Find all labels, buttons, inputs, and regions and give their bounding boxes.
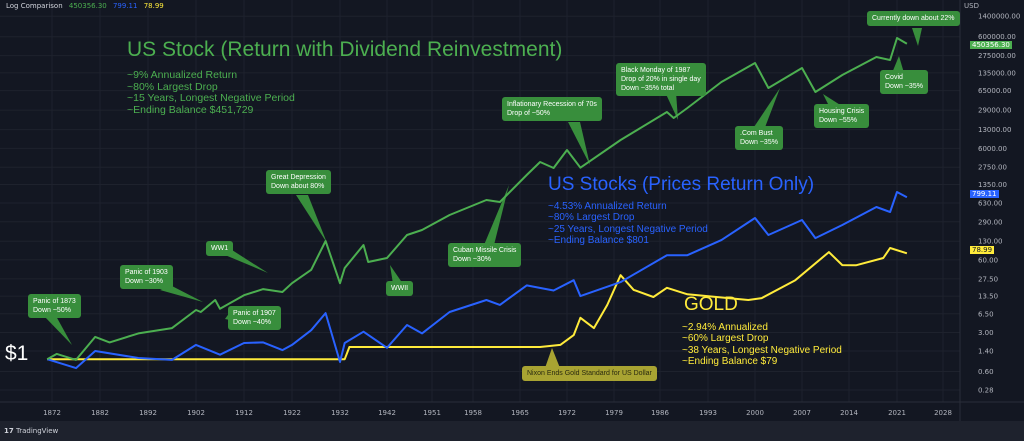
price-tick-label: 1350.00 bbox=[978, 181, 1007, 189]
note-pointer bbox=[44, 316, 72, 345]
note-current-drawdown: Currently down about 22% bbox=[867, 11, 960, 26]
legend-title: Log Comparison bbox=[6, 2, 63, 10]
time-tick-label: 1951 bbox=[423, 409, 441, 417]
price-axis[interactable]: 1400000.00 600000.00 275000.00 135000.00 650… bbox=[978, 13, 1020, 395]
last-price-price-return: 799.11 bbox=[970, 190, 999, 198]
price-tick-label: 600000.00 bbox=[978, 33, 1016, 41]
note-pointer bbox=[545, 348, 560, 368]
price-tick-label: 13000.00 bbox=[978, 126, 1011, 134]
last-price-total-return: 450356.30 bbox=[970, 41, 1012, 49]
gold-stats: ~2.94% Annualized ~60% Largest Drop ~38 … bbox=[682, 322, 842, 367]
time-tick-label: 2000 bbox=[746, 409, 764, 417]
price-tick-label: 135000.00 bbox=[978, 69, 1016, 77]
note-panic-1907: Panic of 1907 Down ~40% bbox=[228, 306, 281, 330]
last-price-gold: 78.99 bbox=[970, 246, 995, 254]
note-panic-1873: Panic of 1873 Down ~50% bbox=[28, 294, 81, 318]
total-return-title: US Stock (Return with Dividend Reinvestm… bbox=[127, 38, 563, 61]
note-ww2: WWII bbox=[386, 281, 414, 296]
price-tick-label: 27.50 bbox=[978, 275, 998, 283]
legend-value-gold: 78.99 bbox=[143, 2, 164, 10]
note-pointer bbox=[484, 185, 509, 245]
legend-value-price-return: 799.11 bbox=[112, 2, 138, 10]
time-tick-label: 1979 bbox=[605, 409, 623, 417]
note-pointer bbox=[665, 92, 678, 120]
price-tick-label: 1400000.00 bbox=[978, 13, 1020, 21]
note-panic-1903: Panic of 1903 Down ~30% bbox=[120, 265, 173, 289]
series-line-price-return[interactable] bbox=[46, 191, 908, 370]
note-covid: Covid Down ~35% bbox=[880, 70, 928, 94]
time-tick-label: 1932 bbox=[331, 409, 349, 417]
price-tick-label: 2750.00 bbox=[978, 164, 1007, 172]
time-tick-label: 1872 bbox=[43, 409, 61, 417]
time-tick-label: 2014 bbox=[840, 409, 858, 417]
time-tick-label: 1882 bbox=[91, 409, 109, 417]
price-tick-label: 290.00 bbox=[978, 218, 1003, 226]
note-pointer bbox=[752, 88, 780, 130]
note-pointer bbox=[160, 285, 203, 302]
note-cuban-missile-crisis: Cuban Missile Crisis Down ~30% bbox=[448, 243, 522, 267]
total-return-stats: ~9% Annualized Return ~80% Largest Drop … bbox=[127, 69, 295, 116]
price-return-stats: ~4.53% Annualized Return ~80% Largest Dr… bbox=[548, 201, 708, 246]
price-tick-label: 13.50 bbox=[978, 293, 998, 301]
time-axis[interactable]: 1872 1882 1892 1902 1912 1922 1932 1942 1951 1958… bbox=[43, 409, 952, 417]
price-tick-label: 60.00 bbox=[978, 256, 998, 264]
one-dollar-label: $1 bbox=[5, 342, 29, 365]
note-pointer bbox=[568, 122, 590, 165]
price-return-title: US Stocks (Prices Return Only) bbox=[548, 174, 815, 195]
price-tick-label: 130.00 bbox=[978, 238, 1003, 246]
legend-value-total-return: 450356.30 bbox=[68, 2, 107, 10]
price-tick-label: 275000.00 bbox=[978, 52, 1016, 60]
time-tick-label: 1993 bbox=[699, 409, 717, 417]
price-tick-label: 6.50 bbox=[978, 310, 994, 318]
price-tick-label: 29000.00 bbox=[978, 107, 1011, 115]
legend-header: Log Comparison 450356.30 799.11 78.99 bbox=[6, 2, 168, 10]
currency-label: USD bbox=[964, 2, 979, 10]
time-tick-label: 1958 bbox=[464, 409, 482, 417]
tradingview-brand: TradingView bbox=[15, 427, 59, 435]
time-tick-label: 1892 bbox=[139, 409, 157, 417]
price-tick-label: 1.40 bbox=[978, 348, 994, 356]
note-housing-crisis: Housing Crisis Down ~55% bbox=[814, 104, 870, 128]
time-tick-label: 1902 bbox=[187, 409, 205, 417]
series-group bbox=[46, 37, 908, 370]
note-black-monday: Black Monday of 1987 Drop of 20% in sing… bbox=[616, 63, 706, 96]
note-pointer bbox=[912, 28, 922, 46]
note-pointer bbox=[892, 56, 904, 73]
time-tick-label: 1965 bbox=[511, 409, 529, 417]
tradingview-logo[interactable]: 17 TradingView bbox=[4, 427, 58, 435]
note-pointer bbox=[225, 250, 268, 273]
time-tick-label: 1912 bbox=[235, 409, 253, 417]
note-pointer bbox=[390, 265, 403, 284]
series-line-total-return[interactable] bbox=[46, 37, 908, 361]
note-great-depression: Great Depression Down about 80% bbox=[266, 170, 331, 194]
tradingview-logo-icon: 17 bbox=[4, 427, 14, 435]
note-nixon-gold-standard: Nixon Ends Gold Standard for US Dollar bbox=[522, 366, 657, 381]
note-inflationary-recession: Inflationary Recession of 70s Drop of ~5… bbox=[502, 97, 602, 121]
price-tick-label: 6000.00 bbox=[978, 145, 1007, 153]
note-pointers bbox=[44, 28, 922, 368]
footer-bar: 17 TradingView bbox=[0, 421, 1024, 441]
note-pointer bbox=[296, 195, 327, 243]
price-tick-label: 630.00 bbox=[978, 199, 1003, 207]
time-tick-label: 2021 bbox=[888, 409, 906, 417]
time-tick-label: 2028 bbox=[934, 409, 952, 417]
series-line-gold[interactable] bbox=[47, 247, 908, 361]
time-tick-label: 2007 bbox=[793, 409, 811, 417]
time-tick-label: 1972 bbox=[558, 409, 576, 417]
time-tick-label: 1922 bbox=[283, 409, 301, 417]
note-ww1: WW1 bbox=[206, 241, 234, 256]
price-tick-label: 65000.00 bbox=[978, 87, 1011, 95]
price-tick-label: 0.28 bbox=[978, 387, 994, 395]
gold-title: GOLD bbox=[684, 294, 738, 315]
time-tick-label: 1986 bbox=[651, 409, 669, 417]
price-tick-label: 3.00 bbox=[978, 329, 994, 337]
price-tick-label: 0.60 bbox=[978, 368, 994, 376]
note-dotcom-bust: .Com Bust Down ~35% bbox=[735, 126, 783, 150]
time-tick-label: 1942 bbox=[378, 409, 396, 417]
